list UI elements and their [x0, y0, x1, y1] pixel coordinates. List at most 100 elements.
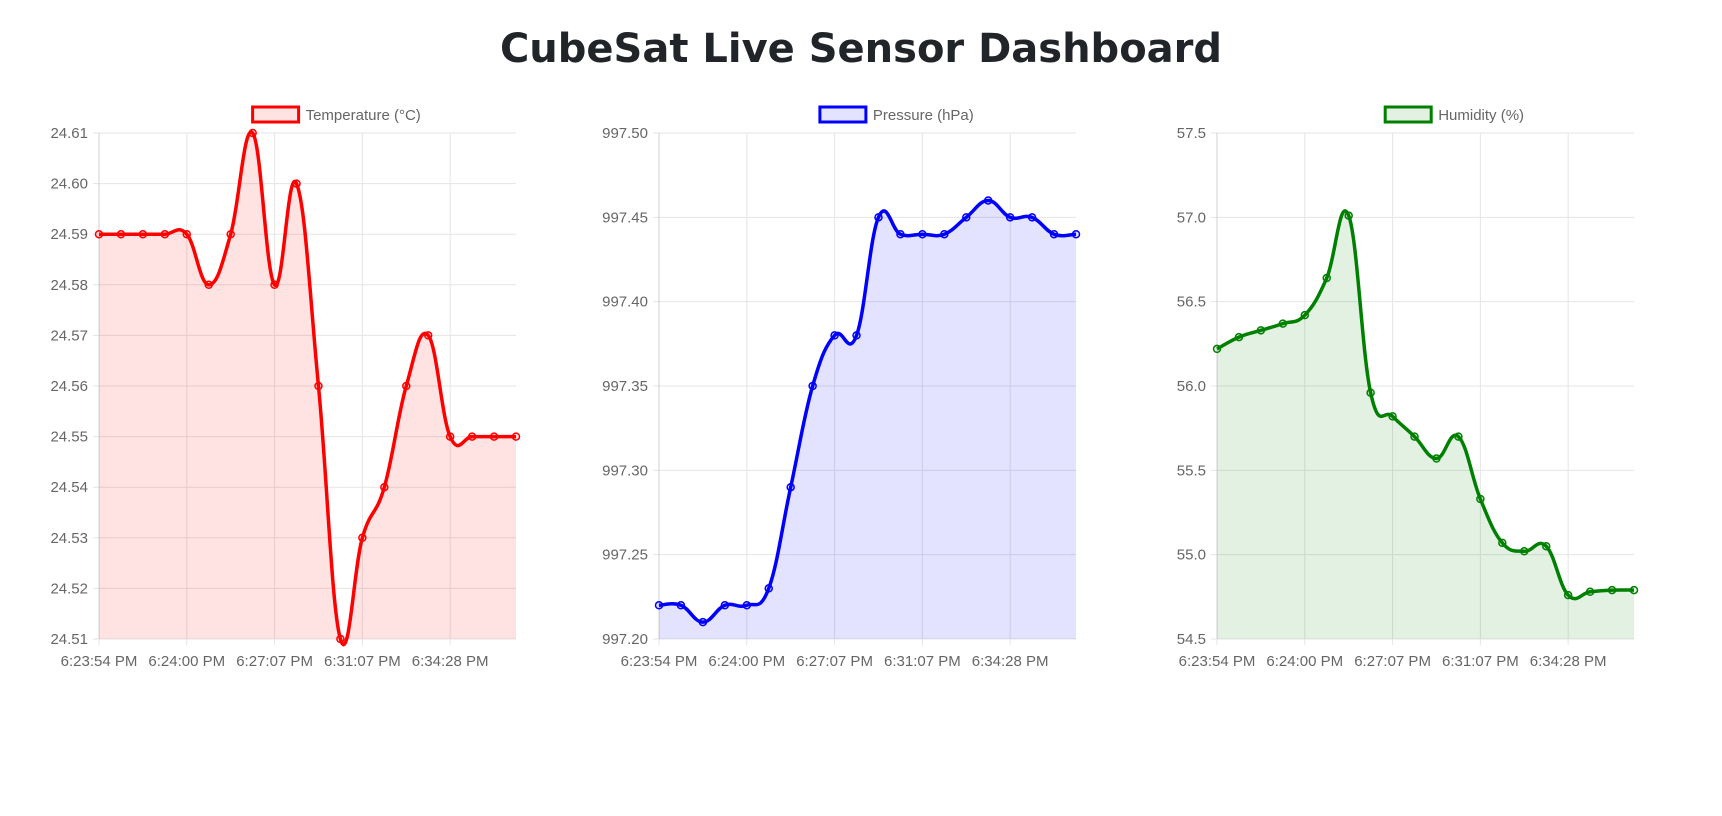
pressure-data-point	[654, 601, 664, 610]
humidity-data-point	[1300, 310, 1310, 320]
temperature-y-tick-label: 24.58	[50, 277, 88, 294]
humidity-y-tick-label: 54.5	[1177, 631, 1206, 648]
temperature-data-point	[160, 229, 170, 239]
pressure-y-tick-label: 997.20	[602, 631, 648, 648]
humidity-y-tick-label: 57.0	[1177, 209, 1206, 226]
pressure-data-point	[676, 601, 686, 610]
pressure-data-point	[918, 229, 927, 239]
pressure-data-point	[830, 331, 839, 340]
pressure-chart-svg: Pressure (hPa) 997.50 997.45 997.40 997.35 99…	[602, 105, 1081, 670]
pressure-data-point	[983, 196, 993, 205]
humidity-legend-swatch	[1383, 105, 1433, 124]
pressure-data-point	[786, 482, 795, 492]
temperature-y-tick-label: 24.56	[50, 378, 88, 395]
temperature-data-point	[182, 229, 192, 239]
temperature-data-point	[467, 432, 477, 441]
humidity-x-tick-label: 6:23:54 PM	[1179, 653, 1256, 670]
temperature-legend-label: Temperature (°C)	[306, 107, 421, 124]
humidity-data-point	[1454, 432, 1463, 441]
humidity-data-point	[1410, 432, 1419, 441]
humidity-chart-svg: Humidity (%) 57.5 57.0 56.5 56.0 55.5 55.0 54.5…	[1177, 105, 1639, 670]
temperature-y-tick-label: 24.60	[50, 176, 88, 193]
humidity-x-tick-label: 6:24:00 PM	[1266, 653, 1343, 670]
pressure-data-point	[720, 601, 730, 610]
humidity-y-tick-label: 57.5	[1177, 125, 1206, 142]
temperature-y-tick-label: 24.55	[50, 429, 88, 446]
humidity-data-point	[1344, 211, 1353, 220]
pressure-y-tick-label: 997.45	[602, 209, 648, 226]
temperature-x-tick-label: 6:34:28 PM	[412, 653, 489, 670]
temperature-data-point	[248, 128, 257, 138]
humidity-data-point	[1520, 547, 1529, 556]
humidity-data-point	[1563, 590, 1573, 600]
pressure-x-tick-label: 6:27:07 PM	[796, 653, 873, 670]
pressure-data-point	[874, 213, 883, 222]
temperature-chart: Temperature (°C) 24.61 24.60 24.59 24.58 24.5…	[40, 105, 595, 748]
pressure-data-point	[940, 229, 949, 239]
pressure-y-tick-label: 997.40	[602, 294, 648, 311]
temperature-data-point	[336, 634, 345, 644]
pressure-legend-label: Pressure (hPa)	[873, 107, 974, 124]
temperature-data-point	[423, 331, 433, 340]
pressure-x-tick-label: 6:31:07 PM	[884, 653, 961, 670]
humidity-data-point	[1541, 541, 1551, 551]
pressure-data-point	[1005, 213, 1015, 222]
temperature-y-tick-label: 24.61	[50, 125, 88, 142]
pressure-chart: Pressure (hPa) 997.50 997.45 997.40 997.35 99…	[600, 105, 1155, 748]
humidity-data-point	[1498, 538, 1507, 548]
humidity-y-tick-label: 55.0	[1177, 547, 1206, 564]
humidity-data-point	[1366, 388, 1375, 397]
pressure-data-point	[852, 331, 861, 340]
humidity-data-point	[1234, 332, 1244, 342]
pressure-y-tick-label: 997.35	[602, 378, 648, 395]
temperature-chart-svg: Temperature (°C) 24.61 24.60 24.59 24.58 24.5…	[50, 105, 521, 670]
temperature-data-point	[358, 533, 367, 543]
temperature-data-point	[314, 381, 323, 391]
temperature-y-tick-label: 24.51	[50, 631, 88, 648]
temperature-data-point	[292, 179, 301, 188]
humidity-x-tick-label: 6:31:07 PM	[1442, 653, 1519, 670]
humidity-data-point	[1585, 587, 1595, 597]
humidity-y-tick-label: 55.5	[1177, 462, 1206, 479]
temperature-y-tick-label: 24.53	[50, 530, 88, 547]
pressure-data-point	[808, 381, 817, 391]
humidity-data-point	[1388, 412, 1397, 421]
pressure-data-point	[1027, 213, 1037, 222]
pressure-data-point	[764, 584, 773, 593]
humidity-legend-label: Humidity (%)	[1438, 107, 1524, 124]
temperature-data-point	[204, 280, 213, 290]
temperature-data-point	[511, 432, 521, 441]
humidity-y-tick-label: 56.5	[1177, 294, 1206, 311]
humidity-y-tick-label: 56.0	[1177, 378, 1206, 395]
pressure-data-point	[962, 213, 971, 222]
temperature-data-point	[380, 482, 389, 492]
pressure-data-point	[1049, 229, 1059, 239]
temperature-legend-swatch	[251, 105, 301, 124]
temperature-area	[99, 132, 516, 645]
temperature-y-tick-label: 24.57	[50, 327, 88, 344]
temperature-x-tick-label: 6:27:07 PM	[236, 653, 313, 670]
temperature-legend: Temperature (°C)	[251, 105, 421, 124]
pressure-series-line	[658, 198, 1077, 624]
pressure-legend: Pressure (hPa)	[818, 105, 974, 124]
temperature-data-point	[489, 432, 499, 441]
humidity-area	[1217, 210, 1634, 639]
humidity-chart: Humidity (%) 57.5 57.0 56.5 56.0 55.5 55.0 54.5…	[1158, 105, 1713, 748]
humidity-data-point	[1432, 454, 1441, 463]
temperature-x-tick-label: 6:31:07 PM	[324, 653, 401, 670]
temperature-x-tick-label: 6:23:54 PM	[61, 653, 138, 670]
temperature-series-line	[98, 130, 516, 647]
humidity-x-tick-label: 6:27:07 PM	[1354, 653, 1431, 670]
temperature-data-point	[116, 229, 126, 239]
humidity-data-point	[1607, 585, 1617, 595]
humidity-x-tick-label: 6:34:28 PM	[1530, 653, 1607, 670]
pressure-data-point	[742, 601, 752, 610]
temperature-x-tick-label: 6:24:00 PM	[148, 653, 225, 670]
pressure-legend-swatch	[818, 105, 868, 124]
humidity-data-point	[1212, 344, 1222, 354]
pressure-y-tick-label: 997.30	[602, 462, 648, 479]
pressure-y-tick-label: 997.25	[602, 547, 648, 564]
pressure-x-tick-label: 6:23:54 PM	[621, 653, 698, 670]
pressure-data-point	[896, 229, 905, 239]
humidity-data-point	[1476, 494, 1485, 504]
